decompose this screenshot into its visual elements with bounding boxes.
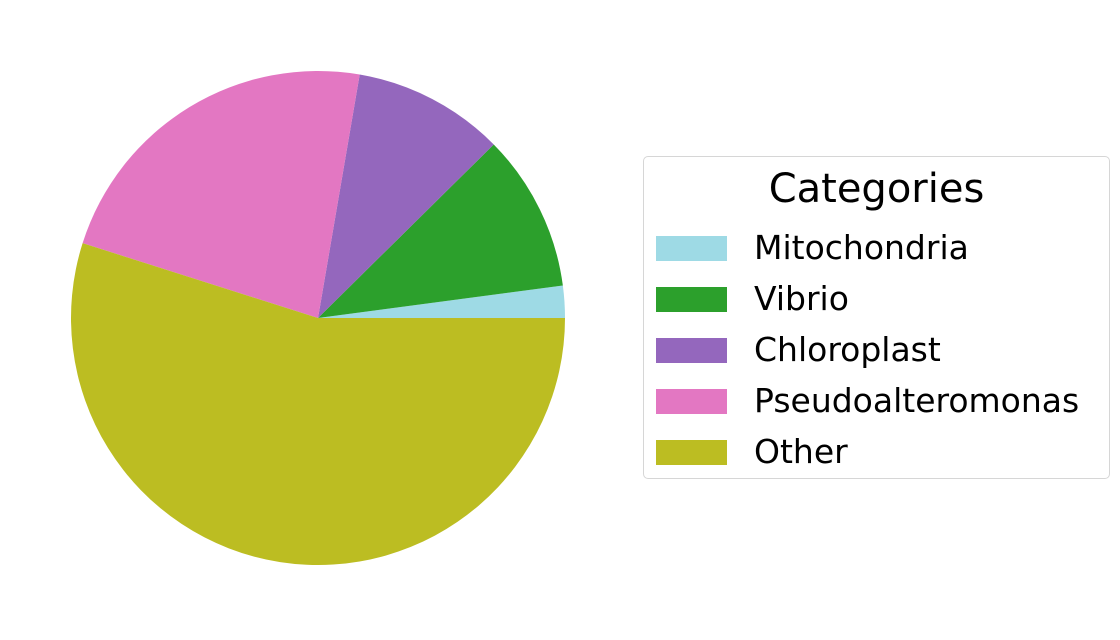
legend-swatch: [656, 337, 727, 363]
pie-slice-vibrio: [318, 144, 563, 318]
legend-swatch: [656, 439, 727, 465]
legend-label: Mitochondria: [754, 228, 969, 267]
pie-slices: [70, 71, 566, 565]
legend-title: Categories: [768, 166, 985, 212]
legend-item-pseudoalteromonas: Pseudoalteromonas: [656, 381, 1079, 421]
legend-item-mitochondria: Mitochondria: [656, 228, 969, 268]
legend-label: Other: [754, 432, 848, 471]
pie-slice-mitochondria: [318, 285, 565, 318]
legend-label: Vibrio: [754, 279, 849, 318]
legend-label: Pseudoalteromonas: [754, 381, 1080, 420]
legend-item-other: Other: [656, 432, 848, 472]
pie-slice-other: [70, 243, 566, 565]
legend-item-vibrio: Vibrio: [656, 279, 849, 319]
legend-label: Chloroplast: [754, 330, 941, 369]
legend-item-chloroplast: Chloroplast: [656, 330, 941, 370]
legend-swatch: [656, 388, 727, 414]
pie-slice-chloroplast: [318, 74, 494, 319]
pie-slice-pseudoalteromonas: [82, 71, 360, 318]
legend: Categories Mitochondria Vibrio Chloroplast…: [643, 156, 1110, 479]
legend-swatch: [656, 235, 727, 261]
legend-swatch: [656, 286, 727, 312]
